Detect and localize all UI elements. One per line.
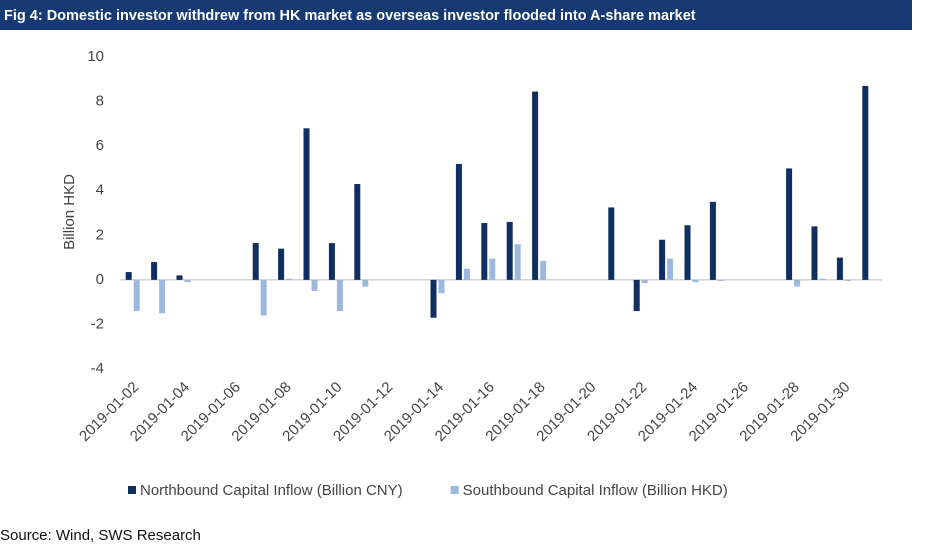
- bar: [455, 163, 462, 280]
- legend-swatch: [128, 486, 136, 494]
- bar: [125, 272, 132, 280]
- bar: [438, 279, 445, 294]
- bar: [252, 243, 259, 280]
- bar: [811, 226, 818, 280]
- bar: [278, 248, 285, 280]
- bar: [303, 128, 310, 280]
- bar: [311, 279, 318, 291]
- bar: [540, 260, 547, 280]
- bar: [176, 275, 183, 280]
- y-tick-label: -2: [91, 315, 104, 332]
- bar: [862, 85, 869, 280]
- figure-title: Fig 4: Domestic investor withdrew from H…: [4, 8, 696, 24]
- bar: [133, 279, 140, 312]
- y-axis-label: Billion HKD: [61, 174, 78, 250]
- bar: [532, 91, 539, 280]
- bar: [717, 279, 724, 281]
- bar: [354, 184, 361, 280]
- bar: [336, 279, 343, 312]
- bar: [463, 268, 470, 280]
- bar: [328, 243, 335, 280]
- bar: [684, 225, 691, 280]
- bar: [362, 279, 369, 287]
- bar: [514, 244, 521, 280]
- bar: [844, 279, 851, 281]
- bar: [692, 279, 699, 283]
- bar: [608, 207, 615, 280]
- legend-swatch: [450, 486, 459, 494]
- bar: [794, 279, 801, 287]
- legend-label: Southbound Capital Inflow (Billion HKD): [463, 482, 728, 499]
- y-tick-label: 8: [96, 93, 104, 110]
- bar: [633, 279, 640, 312]
- y-tick-label: 0: [96, 271, 104, 288]
- bar: [430, 279, 437, 318]
- y-tick-label: 10: [87, 48, 104, 65]
- bar: [819, 278, 826, 280]
- bar: [659, 239, 666, 280]
- bar: [836, 257, 843, 280]
- title-bar: [0, 0, 912, 30]
- bar: [667, 258, 674, 280]
- bar: [481, 223, 488, 280]
- bar: [709, 201, 716, 280]
- bar: [489, 258, 496, 280]
- legend-label: Northbound Capital Inflow (Billion CNY): [140, 482, 403, 499]
- y-tick-label: 6: [96, 137, 104, 154]
- bar: [260, 279, 267, 316]
- bar: [506, 221, 513, 280]
- y-tick-label: 4: [96, 182, 104, 199]
- y-tick-label: 2: [96, 226, 104, 243]
- bar: [184, 279, 191, 283]
- y-tick-label: -4: [91, 360, 104, 377]
- bar: [641, 279, 648, 284]
- bar: [151, 262, 158, 280]
- source: Source: Wind, SWS Research: [0, 527, 201, 544]
- bar: [159, 279, 166, 314]
- bar: [286, 278, 293, 280]
- bar: [786, 168, 793, 280]
